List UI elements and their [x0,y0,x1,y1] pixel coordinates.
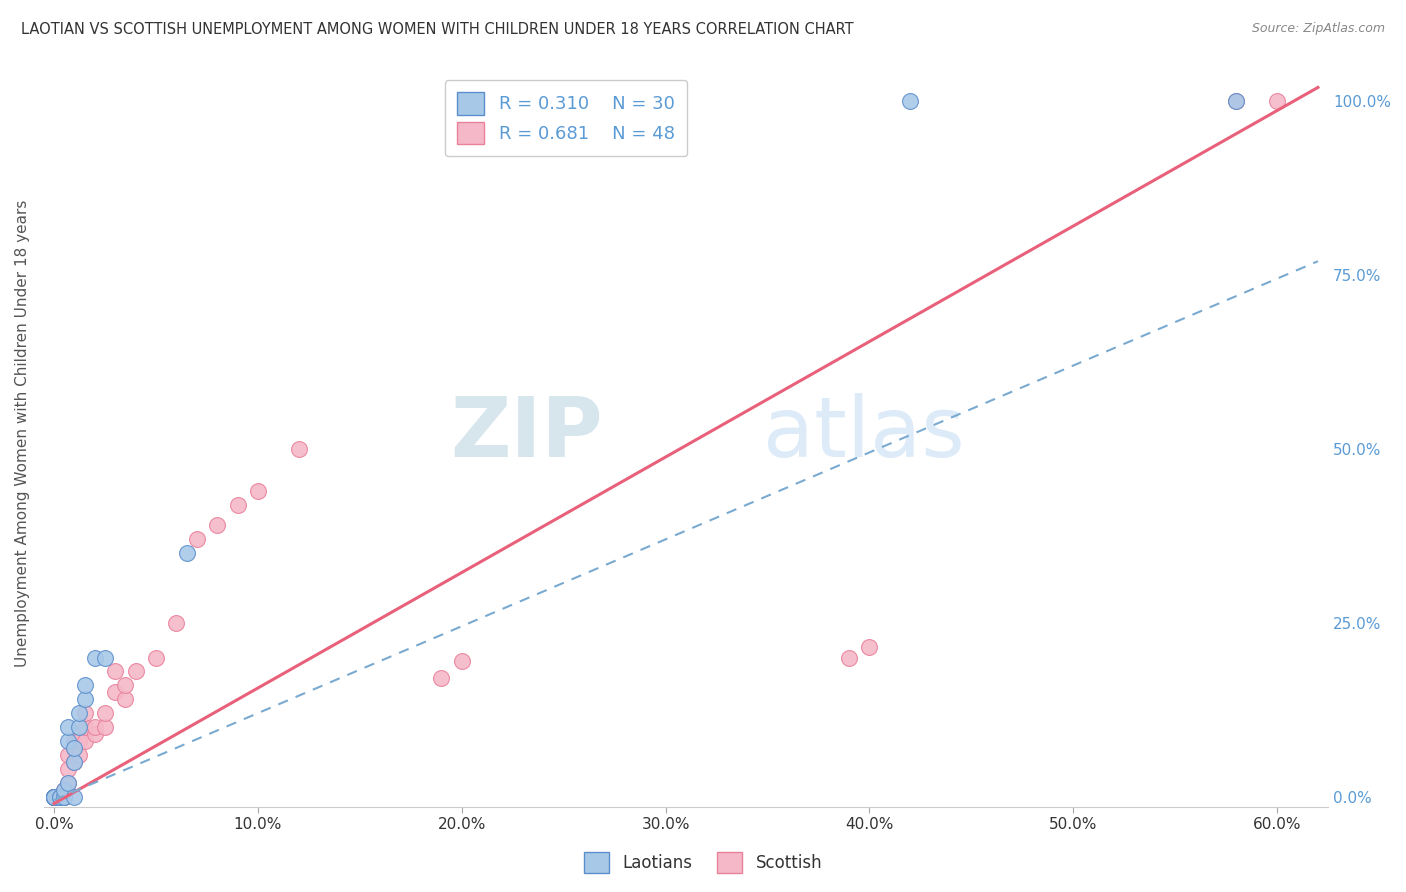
Point [1265,95,1288,109]
Point [42,789,65,804]
Point [63,740,86,755]
Point [83,727,105,741]
Point [42,789,65,804]
Point [58,775,80,789]
Legend: R = 0.310    N = 30, R = 0.681    N = 48: R = 0.310 N = 30, R = 0.681 N = 48 [444,80,688,156]
Point [53,782,76,797]
Point [53,789,76,804]
Point [63,734,86,748]
Point [42,789,65,804]
Point [42,789,65,804]
Point [226,498,249,512]
Point [430,671,453,685]
Point [63,755,86,769]
Point [1225,95,1247,109]
Point [176,546,198,560]
Point [124,665,146,679]
Text: ZIP: ZIP [450,392,603,474]
Point [49,789,72,804]
Point [73,692,96,706]
Point [58,775,80,789]
Text: Source: ZipAtlas.com: Source: ZipAtlas.com [1251,22,1385,36]
Point [83,650,105,665]
Point [42,789,65,804]
Point [186,533,208,547]
Point [67,720,90,734]
Point [114,678,136,692]
Point [42,789,65,804]
Point [63,789,86,804]
Point [58,720,80,734]
Point [83,720,105,734]
Point [94,706,117,720]
Point [42,789,65,804]
Point [1225,95,1247,109]
Legend: Laotians, Scottish: Laotians, Scottish [578,846,828,880]
Point [73,678,96,692]
Point [63,740,86,755]
Point [58,762,80,776]
Point [42,789,65,804]
Point [858,640,880,654]
Point [42,789,65,804]
Point [49,789,72,804]
Point [42,789,65,804]
Point [63,755,86,769]
Point [58,747,80,762]
Text: atlas: atlas [763,392,965,474]
Point [450,654,472,668]
Point [73,706,96,720]
Point [205,518,228,533]
Point [42,789,65,804]
Point [42,789,65,804]
Text: LAOTIAN VS SCOTTISH UNEMPLOYMENT AMONG WOMEN WITH CHILDREN UNDER 18 YEARS CORREL: LAOTIAN VS SCOTTISH UNEMPLOYMENT AMONG W… [21,22,853,37]
Point [898,95,921,109]
Y-axis label: Unemployment Among Women with Children Under 18 years: Unemployment Among Women with Children U… [15,200,30,667]
Point [53,789,76,804]
Point [246,483,269,498]
Point [42,789,65,804]
Point [104,665,127,679]
Point [838,650,860,665]
Point [67,706,90,720]
Point [53,789,76,804]
Point [114,692,136,706]
Point [42,789,65,804]
Point [42,789,65,804]
Point [104,685,127,699]
Point [42,789,65,804]
Point [165,615,187,630]
Point [49,789,72,804]
Point [94,720,117,734]
Point [73,720,96,734]
Point [53,782,76,797]
Point [49,789,72,804]
Point [42,789,65,804]
Point [94,650,117,665]
Point [53,789,76,804]
Point [58,734,80,748]
Point [73,734,96,748]
Point [67,747,90,762]
Point [42,789,65,804]
Point [287,442,309,456]
Point [145,650,167,665]
Point [67,734,90,748]
Point [42,789,65,804]
Point [42,789,65,804]
